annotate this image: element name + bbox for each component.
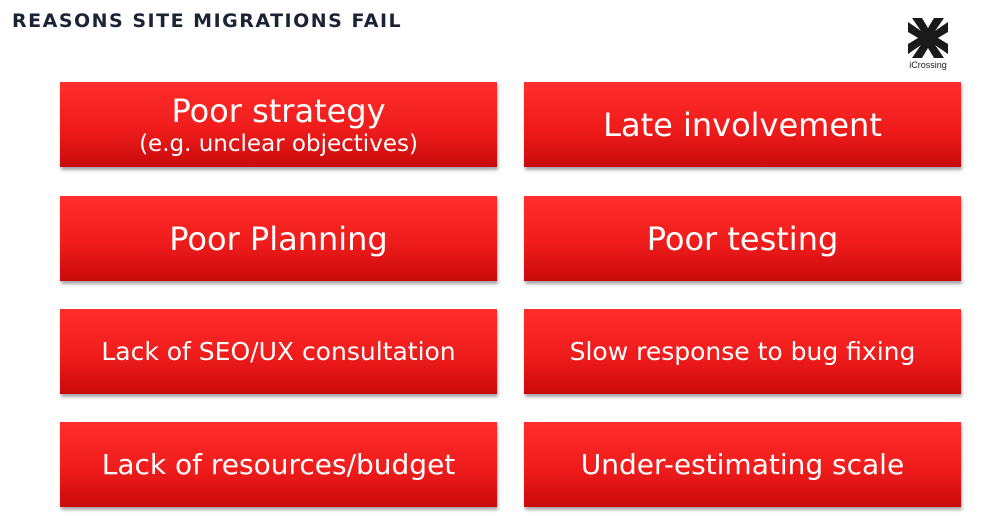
reason-label: Poor strategy xyxy=(171,91,386,130)
reason-sublabel: (e.g. unclear objectives) xyxy=(139,130,418,157)
reason-box-resources-budget: Lack of resources/budget xyxy=(60,422,497,507)
reason-box-poor-testing: Poor testing xyxy=(524,196,961,281)
slide-title: REASONS SITE MIGRATIONS FAIL xyxy=(12,10,403,32)
cross-logo-icon xyxy=(908,18,948,58)
reason-box-under-estimating-scale: Under-estimating scale xyxy=(524,422,961,507)
reason-box-seo-ux-consultation: Lack of SEO/UX consultation xyxy=(60,309,497,394)
reason-box-late-involvement: Late involvement xyxy=(524,82,961,167)
reason-box-bug-fixing: Slow response to bug fixing xyxy=(524,309,961,394)
reason-label: Poor Planning xyxy=(169,219,388,258)
icrossing-logo: iCrossing xyxy=(902,18,954,74)
reason-label: Lack of resources/budget xyxy=(101,447,456,481)
reason-label: Slow response to bug fixing xyxy=(569,336,916,366)
logo-wordmark: iCrossing xyxy=(909,60,947,70)
reason-box-poor-planning: Poor Planning xyxy=(60,196,497,281)
reason-label: Poor testing xyxy=(646,219,839,258)
reason-label: Lack of SEO/UX consultation xyxy=(101,336,456,366)
reason-box-poor-strategy: Poor strategy (e.g. unclear objectives) xyxy=(60,82,497,167)
reason-label: Under-estimating scale xyxy=(580,447,905,481)
reason-label: Late involvement xyxy=(603,105,882,144)
